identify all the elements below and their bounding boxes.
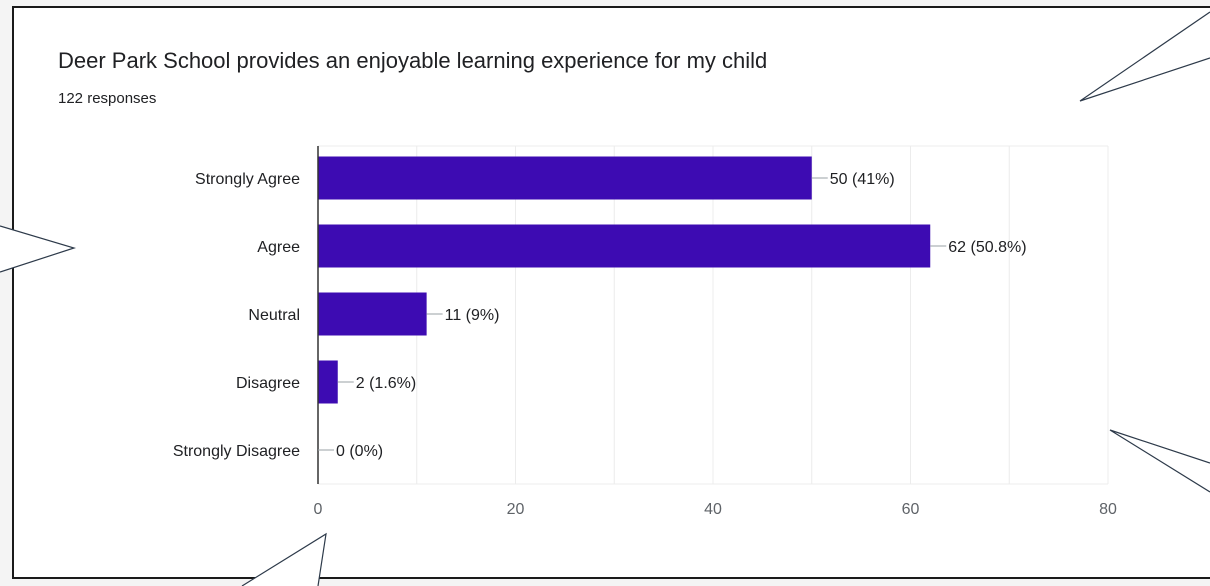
value-labels: 50 (41%) 62 (50.8%) 11 (9%) 2 (1.6%) 0 (0%): [318, 171, 1027, 460]
grid-lines: [318, 145, 1109, 485]
category-label: Disagree: [236, 375, 300, 392]
value-label: 11 (9%): [445, 307, 500, 324]
bar: [318, 292, 427, 336]
category-label: Agree: [257, 239, 300, 256]
x-tick-label: 20: [507, 501, 525, 518]
bar: [318, 224, 931, 268]
category-label: Strongly Disagree: [173, 443, 300, 460]
x-tick-label: 80: [1099, 501, 1117, 518]
value-label: 50 (41%): [830, 171, 895, 188]
bar: [318, 156, 812, 200]
category-label: Neutral: [248, 307, 300, 324]
value-label: 62 (50.8%): [948, 239, 1026, 256]
category-labels: Strongly Agree Agree Neutral Disagree Strong…: [173, 171, 300, 460]
x-tick-label: 40: [704, 501, 722, 518]
value-label: 2 (1.6%): [356, 375, 416, 392]
bars: [318, 156, 931, 404]
chart-title: Deer Park School provides an enjoyable l…: [58, 48, 768, 73]
x-tick-label: 60: [902, 501, 920, 518]
x-tick-label: 0: [314, 501, 323, 518]
response-count: 122 responses: [58, 90, 157, 107]
x-axis-ticks: 0 20 40 60 80: [314, 146, 1117, 518]
bar: [318, 360, 338, 404]
value-label: 0 (0%): [336, 443, 383, 460]
category-label: Strongly Agree: [195, 171, 300, 188]
